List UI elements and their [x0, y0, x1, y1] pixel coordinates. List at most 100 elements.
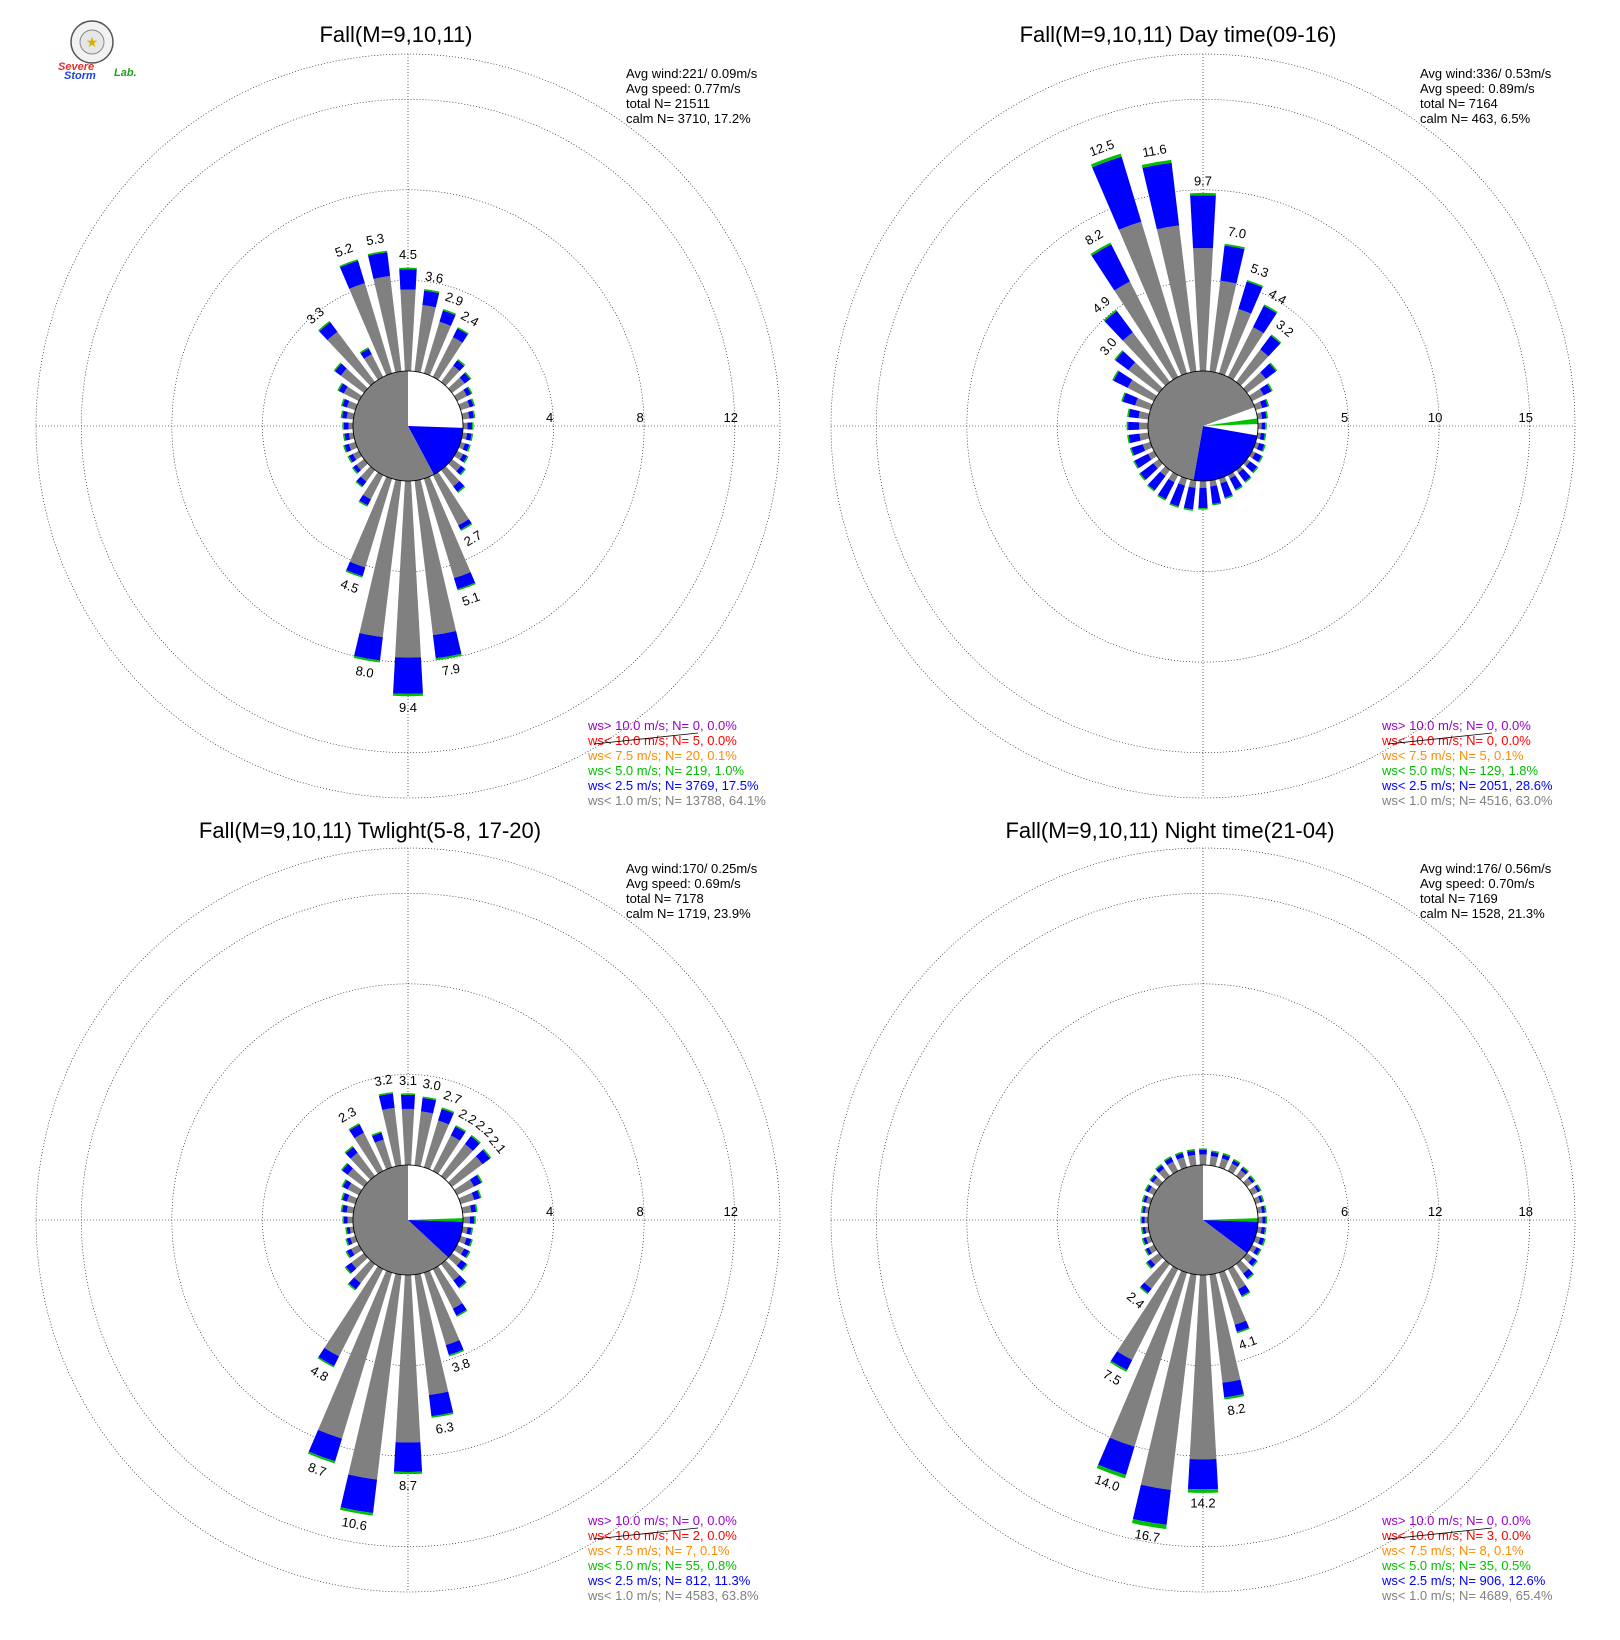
bar-green-segment: [474, 1216, 476, 1224]
bar-gray-segment: [454, 1179, 475, 1196]
bar-green-segment: [1199, 1148, 1207, 1151]
bar-blue-segment: [465, 433, 472, 441]
bar-blue-segment: [1150, 1175, 1158, 1183]
bar-label: 3.2: [373, 1071, 393, 1089]
bar-blue-segment: [1240, 1167, 1248, 1175]
bar-green-segment: [1270, 334, 1282, 344]
bar-green-segment: [472, 410, 476, 419]
bar-gray-segment: [1235, 349, 1269, 386]
bar-gray-segment: [1150, 1252, 1163, 1265]
bar-green-segment: [1157, 494, 1166, 501]
bar-blue-segment: [1252, 305, 1277, 334]
bar-gray-segment: [401, 1108, 415, 1166]
bar-green-segment: [1140, 1227, 1144, 1235]
bar-green-segment: [343, 445, 348, 453]
bar-blue-segment: [349, 1124, 364, 1139]
bar-green-segment: [341, 1162, 349, 1171]
bar-green-segment: [431, 1412, 454, 1418]
bar-blue-segment: [1199, 1149, 1207, 1155]
legend-entry: ws< 5.0 m/s; N= 219, 1.0%: [587, 763, 745, 778]
bar-gray-segment: [1227, 1163, 1238, 1174]
legend-entry: ws< 10.0 m/s; N= 2, 0.0%: [587, 1528, 737, 1543]
bar-green-segment: [465, 1250, 471, 1259]
bar-blue-segment: [353, 464, 361, 473]
bar-blue-segment: [1220, 245, 1245, 284]
bar-blue-segment: [1229, 475, 1243, 490]
bar-gray-segment: [395, 1274, 421, 1443]
bar-green-segment: [367, 250, 388, 256]
bar-green-segment: [1211, 1150, 1220, 1154]
bar-green-segment: [1140, 1205, 1144, 1213]
bar-gray-segment: [349, 283, 393, 376]
bar-green-segment: [317, 1356, 335, 1368]
bar-green-segment: [1103, 309, 1117, 322]
calm-pie-slice: [1203, 1218, 1259, 1222]
bar-green-segment: [466, 444, 471, 452]
bar-gray-segment: [1167, 1161, 1179, 1174]
bar-blue-segment: [1131, 444, 1146, 456]
bar-gray-segment: [414, 305, 436, 373]
bar-gray-segment: [1257, 422, 1262, 430]
lab-seal-star-icon: ★: [86, 34, 99, 50]
bar-gray-segment: [1235, 466, 1244, 473]
bar-green-segment: [1260, 1194, 1265, 1202]
bar-blue-segment: [344, 433, 351, 441]
bar-blue-segment: [469, 1216, 475, 1224]
bar-green-segment: [340, 1192, 345, 1201]
bar-green-segment: [448, 1349, 465, 1357]
bar-gray-segment: [1158, 1168, 1171, 1180]
bar-green-segment: [468, 1239, 473, 1247]
bar-green-segment: [1144, 1184, 1150, 1192]
bar-green-segment: [340, 1507, 374, 1516]
bar-blue-segment: [338, 383, 348, 394]
bar-green-segment: [359, 347, 369, 354]
bar-green-segment: [399, 267, 417, 270]
bar-gray-segment: [1199, 1154, 1207, 1166]
bar-blue-segment: [438, 1108, 454, 1125]
bar-blue-segment: [1156, 1165, 1165, 1173]
bar-blue-segment: [466, 1227, 472, 1235]
bar-green-segment: [1114, 350, 1124, 361]
ring-label: 12: [1428, 1204, 1442, 1219]
bar-label: 3.2: [1273, 317, 1296, 340]
bar-green-segment: [340, 410, 344, 419]
bar-blue-segment: [1260, 1205, 1266, 1213]
bar-gray-segment: [1117, 1266, 1179, 1361]
bar-blue-segment: [439, 310, 456, 326]
bar-label: 12.5: [1087, 137, 1116, 160]
bar-green-segment: [337, 382, 344, 391]
bar-blue-segment: [342, 1192, 350, 1202]
legend-entry: ws< 7.5 m/s; N= 5, 0.1%: [1381, 748, 1524, 763]
legend-entry: ws< 7.5 m/s; N= 8, 0.1%: [1381, 1543, 1524, 1558]
bar-blue-segment: [368, 252, 391, 279]
bar-label: 2.4: [1124, 1289, 1147, 1312]
bar-green-segment: [371, 1131, 382, 1137]
bar-green-segment: [392, 693, 424, 697]
bar-gray-segment: [1178, 476, 1188, 486]
bar-blue-segment: [1222, 1379, 1244, 1398]
bar-blue-segment: [1140, 463, 1158, 480]
bar-blue-segment: [1260, 411, 1267, 419]
bar-blue-segment: [1252, 452, 1262, 463]
bar-green-segment: [424, 288, 440, 294]
bar-gray-segment: [1218, 309, 1252, 376]
calm-outline: [352, 1164, 464, 1276]
bar-green-segment: [1265, 1216, 1268, 1224]
bar-green-segment: [1269, 362, 1278, 372]
bar-blue-segment: [1183, 486, 1196, 510]
bar-green-segment: [1233, 1158, 1241, 1164]
bar-blue-segment: [1128, 421, 1140, 431]
bar-green-segment: [1169, 503, 1179, 508]
bar-blue-segment: [348, 1277, 361, 1290]
bar-label: 5.1: [460, 589, 482, 609]
bar-blue-segment: [1146, 1259, 1156, 1268]
bar-gray-segment: [400, 289, 416, 372]
legend-entry: ws< 2.5 m/s; N= 2051, 28.6%: [1381, 778, 1553, 793]
bar-gray-segment: [348, 441, 358, 451]
bar-green-segment: [471, 422, 474, 430]
calm-pie-slice: [408, 426, 463, 475]
bar-green-segment: [344, 1145, 354, 1154]
calm-pie-slice: [1203, 371, 1255, 426]
bar-gray-segment: [432, 472, 469, 526]
bar-blue-segment: [1253, 1247, 1261, 1256]
